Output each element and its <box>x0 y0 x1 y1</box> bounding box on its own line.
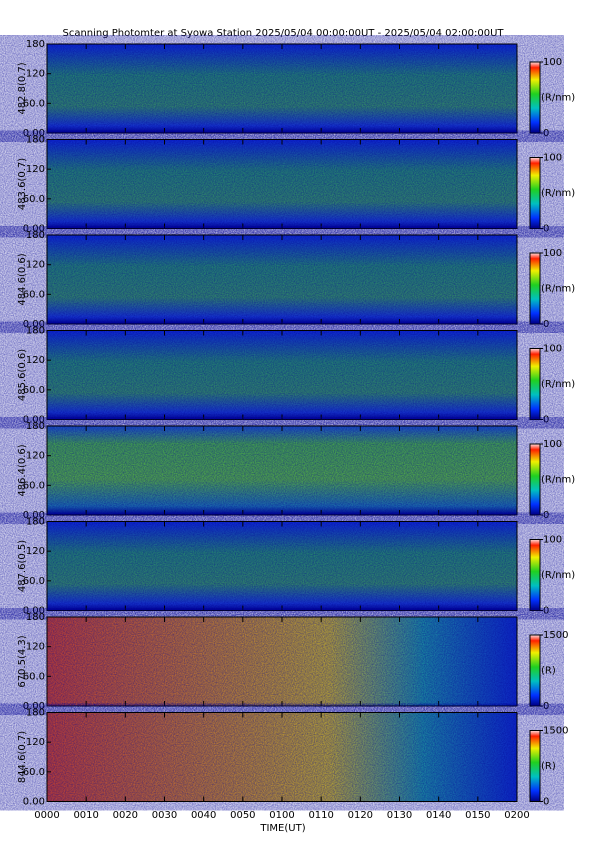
y-tick-label: 120 <box>26 642 45 653</box>
colorbar <box>529 348 541 420</box>
colorbar <box>529 61 541 134</box>
y-tick-label: 0.00 <box>23 701 45 712</box>
colorbar-tick-label: 0 <box>543 797 549 808</box>
y-tick-label: 60.0 <box>23 767 45 778</box>
x-tick-label: 0140 <box>426 810 451 821</box>
y-axis-label: 670.5(4.3) <box>17 635 28 687</box>
y-tick-label: 60.0 <box>23 385 45 396</box>
title: Scanning Photomter at Syowa Station 2025… <box>62 28 504 39</box>
y-tick-label: 180 <box>26 326 45 337</box>
x-tick-label: 0120 <box>348 810 373 821</box>
colorbar-label: (R/nm) <box>541 284 575 295</box>
colorbar-label: (R) <box>541 761 556 772</box>
x-tick-label: 0010 <box>73 810 98 821</box>
keogram-noise <box>47 235 517 324</box>
colorbar-tick-label: 0 <box>543 128 549 139</box>
y-axis-label: 483.6(0.7) <box>17 158 28 210</box>
y-tick-label: 180 <box>26 230 45 241</box>
y-tick-label: 180 <box>26 135 45 146</box>
y-tick-label: 0.00 <box>23 797 45 808</box>
y-tick-label: 120 <box>26 546 45 557</box>
colorbar-tick-label: 1500 <box>543 726 568 737</box>
y-axis-label: 485.6(0.6) <box>17 349 28 401</box>
keogram-noise <box>47 139 517 229</box>
y-tick-label: 0.00 <box>23 606 45 617</box>
colorbar-tick-label: 0 <box>543 701 549 712</box>
colorbar-label: (R/nm) <box>541 475 575 486</box>
y-axis-label: 484.6(0.6) <box>17 253 28 305</box>
y-tick-label: 60.0 <box>23 289 45 300</box>
y-tick-label: 180 <box>26 421 45 432</box>
y-tick-label: 60.0 <box>23 576 45 587</box>
y-tick-label: 120 <box>26 260 45 271</box>
x-tick-label: 0110 <box>308 810 333 821</box>
colorbar-tick-label: 1500 <box>543 630 568 641</box>
y-tick-label: 120 <box>26 69 45 80</box>
y-tick-label: 180 <box>26 708 45 719</box>
colorbar-tick-label: 100 <box>543 535 562 546</box>
colorbar <box>529 443 541 516</box>
y-tick-label: 0.00 <box>23 415 45 426</box>
y-tick-label: 60.0 <box>23 480 45 491</box>
y-tick-label: 0.00 <box>23 510 45 521</box>
colorbar <box>529 634 541 707</box>
colorbar-label: (R/nm) <box>541 93 575 104</box>
keogram-noise <box>47 712 517 802</box>
keogram-noise <box>47 44 517 133</box>
y-tick-label: 0.00 <box>23 224 45 235</box>
x-tick-label: 0000 <box>34 810 59 821</box>
y-tick-label: 60.0 <box>23 98 45 109</box>
y-tick-label: 60.0 <box>23 671 45 682</box>
y-axis-label: 486.4(0.6) <box>17 444 28 496</box>
colorbar <box>529 539 541 611</box>
x-tick-label: 0020 <box>113 810 138 821</box>
x-tick-label: 0200 <box>504 810 529 821</box>
colorbar-tick-label: 0 <box>543 510 549 521</box>
x-tick-label: 0130 <box>387 810 412 821</box>
y-tick-label: 180 <box>26 39 45 50</box>
colorbar-tick-label: 100 <box>543 153 562 164</box>
colorbar <box>529 730 541 802</box>
keogram-noise <box>47 330 517 420</box>
x-axis-label: TIME(UT) <box>259 823 305 834</box>
y-tick-label: 120 <box>26 451 45 462</box>
y-axis-label: 487.6(0.5) <box>17 540 28 592</box>
keogram-noise <box>47 521 517 611</box>
colorbar-tick-label: 0 <box>543 224 549 235</box>
colorbar-tick-label: 100 <box>543 57 562 68</box>
y-axis-label: 482.8(0.7) <box>17 62 28 114</box>
y-tick-label: 180 <box>26 612 45 623</box>
x-tick-label: 0030 <box>152 810 177 821</box>
colorbar <box>529 252 541 325</box>
colorbar-tick-label: 100 <box>543 439 562 450</box>
y-tick-label: 120 <box>26 164 45 175</box>
y-tick-label: 120 <box>26 355 45 366</box>
x-tick-label: 0100 <box>269 810 294 821</box>
colorbar-tick-label: 100 <box>543 344 562 355</box>
colorbar-label: (R/nm) <box>541 570 575 581</box>
colorbar-tick-label: 100 <box>543 248 562 259</box>
colorbar-label: (R/nm) <box>541 379 575 390</box>
colorbar-label: (R/nm) <box>541 188 575 199</box>
x-tick-label: 0050 <box>230 810 255 821</box>
y-tick-label: 0.00 <box>23 319 45 330</box>
x-tick-label: 0040 <box>191 810 216 821</box>
colorbar-label: (R) <box>541 666 556 677</box>
y-tick-label: 180 <box>26 517 45 528</box>
y-tick-label: 60.0 <box>23 194 45 205</box>
x-tick-label: 0150 <box>465 810 490 821</box>
colorbar-tick-label: 0 <box>543 415 549 426</box>
keogram-noise <box>47 617 517 706</box>
y-tick-label: 0.00 <box>23 128 45 139</box>
keogram-noise <box>47 426 517 515</box>
y-tick-label: 120 <box>26 737 45 748</box>
colorbar-tick-label: 0 <box>543 606 549 617</box>
y-axis-label: 844.6(0.7) <box>17 731 28 783</box>
colorbar <box>529 157 541 229</box>
colorbar-tick-label: 0 <box>543 319 549 330</box>
